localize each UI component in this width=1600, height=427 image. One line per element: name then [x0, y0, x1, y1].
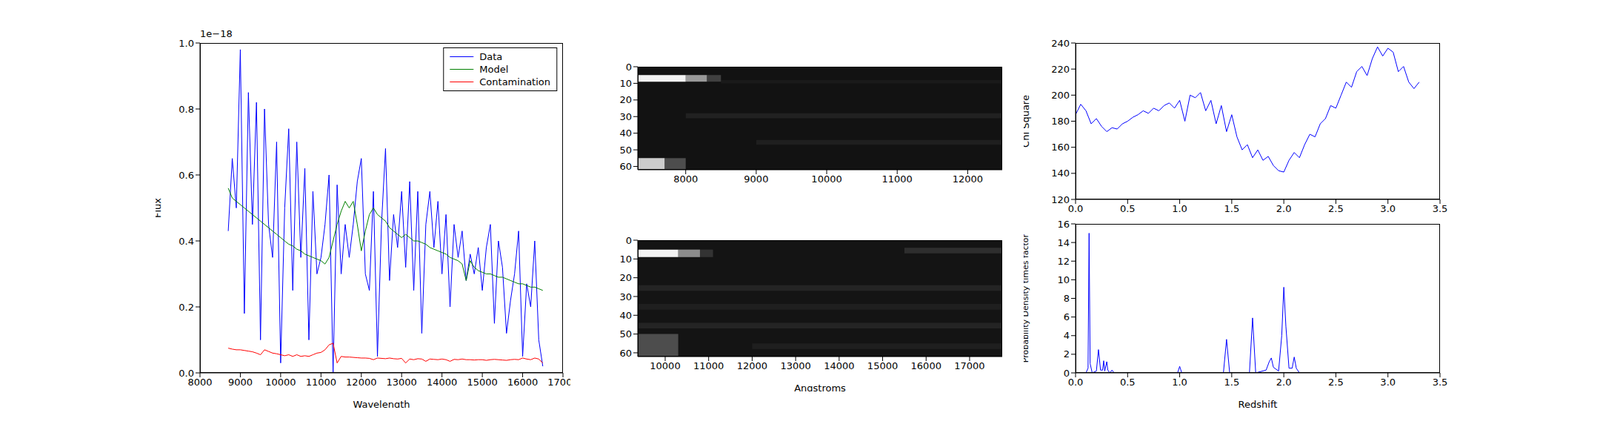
- svg-text:3.0: 3.0: [1380, 202, 1396, 215]
- svg-text:2.0: 2.0: [1276, 376, 1292, 388]
- svg-text:10000: 10000: [649, 360, 680, 372]
- svg-text:9000: 9000: [228, 376, 253, 388]
- svg-text:0.6: 0.6: [178, 169, 195, 181]
- svg-text:14: 14: [1057, 237, 1070, 249]
- svg-text:4: 4: [1063, 329, 1070, 341]
- svg-text:17000: 17000: [547, 376, 571, 388]
- svg-text:0: 0: [625, 61, 632, 73]
- svg-text:240: 240: [1051, 37, 1070, 49]
- svg-text:0.0: 0.0: [178, 367, 195, 379]
- svg-text:11000: 11000: [693, 360, 724, 372]
- svg-text:40: 40: [619, 127, 632, 139]
- svg-text:20: 20: [619, 94, 632, 106]
- svg-text:120: 120: [1051, 194, 1070, 206]
- svg-text:Wavelength: Wavelength: [352, 398, 410, 408]
- svg-text:8000: 8000: [673, 173, 698, 185]
- svg-text:2.5: 2.5: [1328, 202, 1344, 215]
- svg-text:11000: 11000: [882, 173, 913, 185]
- svg-text:60: 60: [619, 347, 632, 359]
- svg-text:Chi Square: Chi Square: [1023, 94, 1032, 148]
- svg-text:0.0: 0.0: [1068, 202, 1084, 215]
- svg-text:3.5: 3.5: [1432, 202, 1448, 215]
- svg-text:Probability Density times fact: Probability Density times factor: [1023, 233, 1031, 363]
- svg-text:9000: 9000: [743, 173, 769, 185]
- svg-text:10: 10: [619, 253, 632, 265]
- svg-text:60: 60: [619, 160, 632, 172]
- svg-text:Angstroms: Angstroms: [794, 382, 846, 392]
- svg-text:10000: 10000: [265, 376, 296, 388]
- svg-text:2.5: 2.5: [1328, 376, 1344, 388]
- svg-text:1.0: 1.0: [1171, 202, 1188, 215]
- svg-text:0.5: 0.5: [1120, 202, 1136, 215]
- svg-text:30: 30: [619, 291, 632, 303]
- svg-text:12: 12: [1057, 255, 1070, 267]
- svg-text:0.8: 0.8: [178, 103, 195, 115]
- svg-text:0.2: 0.2: [178, 301, 195, 313]
- html-text:Model: Model: [479, 63, 509, 75]
- svg-text:10: 10: [619, 77, 632, 89]
- svg-text:16: 16: [1057, 218, 1070, 230]
- svg-text:180: 180: [1051, 115, 1070, 127]
- svg-text:16000: 16000: [911, 360, 942, 372]
- svg-text:Flux: Flux: [155, 197, 163, 218]
- svg-text:11000: 11000: [305, 376, 337, 388]
- svg-text:8000: 8000: [187, 376, 213, 388]
- svg-text:10000: 10000: [811, 173, 842, 185]
- svg-text:15000: 15000: [466, 376, 498, 388]
- svg-text:0: 0: [1063, 367, 1070, 379]
- svg-text:0: 0: [625, 234, 632, 246]
- html-text:Contamination: Contamination: [479, 76, 551, 88]
- svg-text:200: 200: [1051, 89, 1070, 101]
- svg-text:0.4: 0.4: [178, 235, 195, 247]
- svg-text:1.5: 1.5: [1224, 376, 1240, 388]
- svg-text:12000: 12000: [737, 360, 768, 372]
- svg-text:50: 50: [619, 328, 632, 340]
- svg-text:1.0: 1.0: [178, 37, 195, 49]
- svg-text:14000: 14000: [426, 376, 458, 388]
- svg-text:13000: 13000: [780, 360, 811, 372]
- svg-text:3.5: 3.5: [1432, 376, 1448, 388]
- svg-text:1.5: 1.5: [1224, 202, 1240, 215]
- svg-text:12000: 12000: [345, 376, 377, 388]
- svg-text:10: 10: [1057, 274, 1070, 286]
- svg-text:160: 160: [1051, 141, 1070, 153]
- svg-text:0.5: 0.5: [1120, 376, 1136, 388]
- html-text:Data: Data: [479, 51, 503, 63]
- svg-text:12000: 12000: [952, 173, 983, 185]
- svg-text:16000: 16000: [507, 376, 538, 388]
- svg-text:3.0: 3.0: [1380, 376, 1396, 388]
- svg-text:30: 30: [619, 111, 632, 123]
- svg-text:2: 2: [1063, 348, 1070, 360]
- svg-text:17000: 17000: [954, 360, 985, 372]
- svg-text:15000: 15000: [867, 360, 898, 372]
- svg-text:140: 140: [1051, 167, 1070, 179]
- svg-text:13000: 13000: [386, 376, 418, 388]
- svg-text:1.0: 1.0: [1171, 376, 1188, 388]
- svg-text:20: 20: [619, 271, 632, 283]
- svg-text:40: 40: [619, 309, 632, 321]
- svg-text:50: 50: [619, 144, 632, 156]
- svg-text:8: 8: [1063, 292, 1070, 304]
- svg-text:14000: 14000: [823, 360, 855, 372]
- svg-text:0.0: 0.0: [1068, 376, 1084, 388]
- svg-text:6: 6: [1063, 311, 1070, 323]
- svg-text:2.0: 2.0: [1276, 202, 1292, 215]
- html-text:1e−18: 1e−18: [200, 28, 233, 40]
- svg-text:220: 220: [1051, 63, 1070, 75]
- svg-text:Redshift: Redshift: [1238, 398, 1278, 408]
